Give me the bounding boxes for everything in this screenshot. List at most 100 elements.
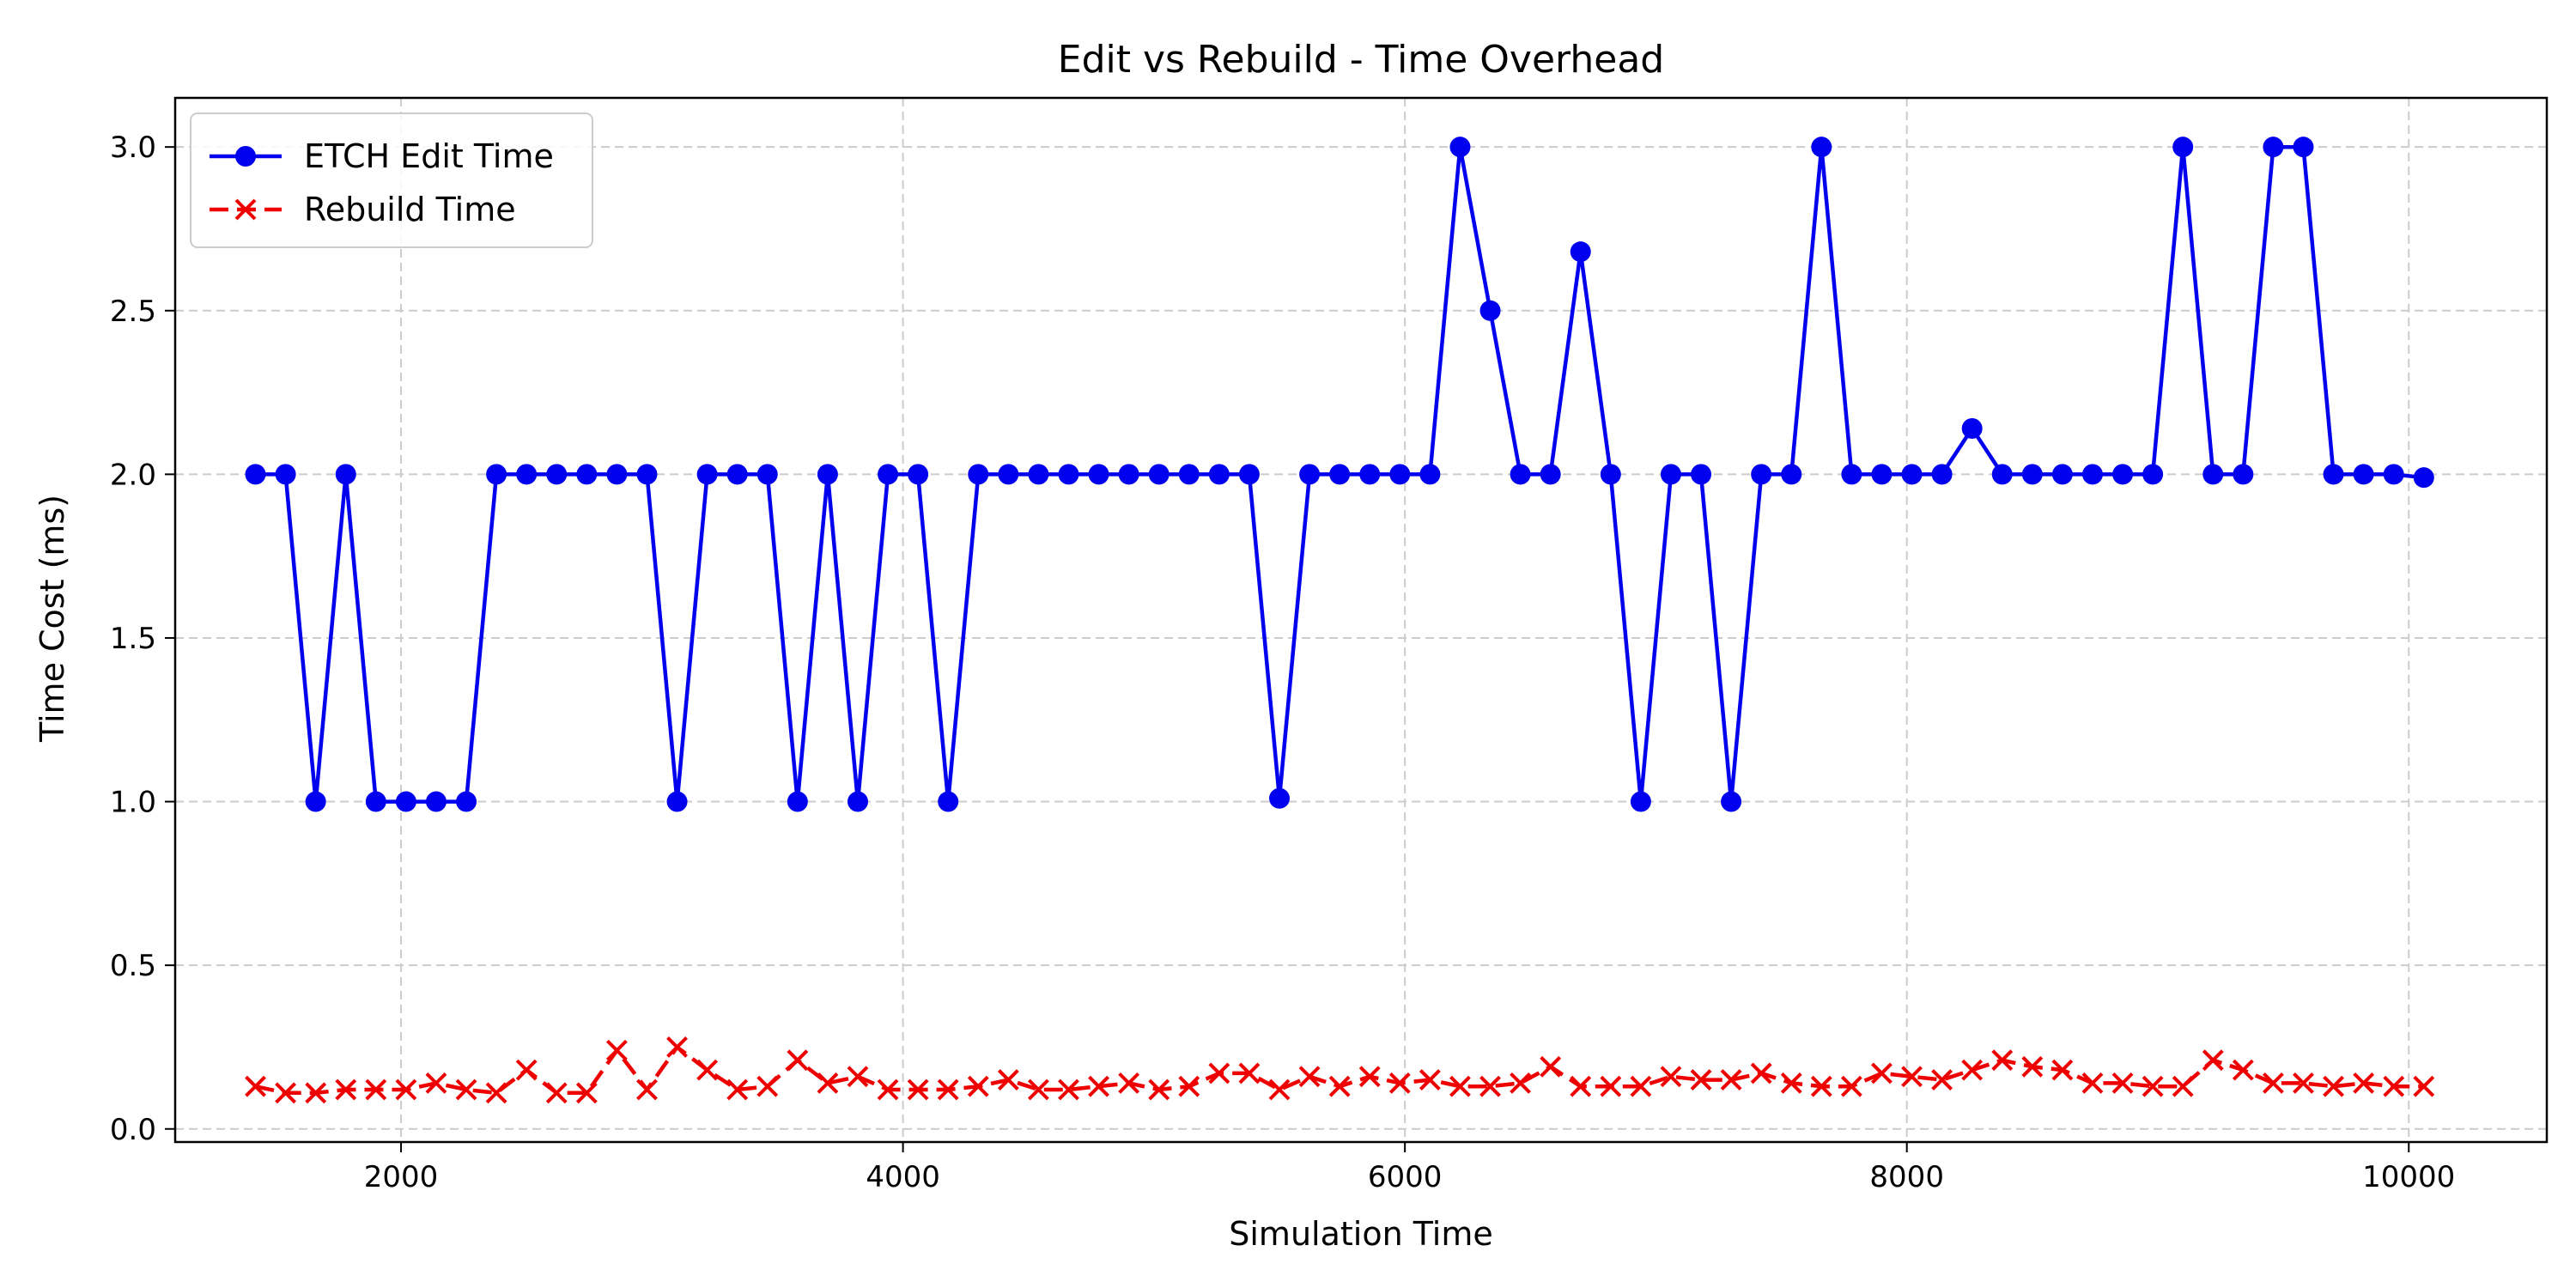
data-point <box>2172 1075 2194 1097</box>
legend-marker <box>235 146 256 167</box>
data-point <box>605 1039 628 1061</box>
data-point <box>1419 1069 1441 1091</box>
data-point <box>1961 1059 1984 1081</box>
data-point <box>1931 464 1953 485</box>
data-point <box>2383 464 2404 485</box>
x-tick-label: 10000 <box>2362 1160 2455 1194</box>
data-point <box>2263 1072 2284 1094</box>
data-point <box>1238 464 1260 485</box>
plot-frame <box>173 96 2549 1144</box>
data-point <box>968 464 989 485</box>
data-point <box>2383 1075 2405 1097</box>
data-point <box>335 1078 357 1101</box>
y-tick-label: 0.5 <box>110 949 156 983</box>
data-point <box>576 464 598 485</box>
legend-item: ETCH Edit Time <box>210 137 554 175</box>
data-point <box>575 1082 598 1104</box>
x-tick-label: 8000 <box>1869 1160 1944 1194</box>
legend-label: Rebuild Time <box>304 191 516 228</box>
series-etch-edit-time <box>245 137 2434 812</box>
data-point <box>1841 464 1862 485</box>
data-point <box>1449 1075 1471 1097</box>
data-point <box>1781 464 1802 485</box>
data-point <box>756 1075 779 1097</box>
data-point <box>1088 464 1109 485</box>
data-point <box>1691 464 1712 485</box>
data-point <box>726 1078 749 1101</box>
series-layer <box>245 137 2435 1104</box>
data-point <box>2081 464 2103 485</box>
y-tick-label: 1.0 <box>110 786 156 820</box>
data-point <box>998 464 1019 485</box>
data-point <box>1419 464 1441 485</box>
data-point <box>1148 464 1170 485</box>
x-axis-label: Simulation Time <box>1229 1215 1493 1253</box>
data-point <box>546 464 568 485</box>
data-point <box>2172 137 2194 158</box>
data-point <box>1299 464 1321 485</box>
data-point <box>1088 1075 1109 1097</box>
chart-title: Edit vs Rebuild - Time Overhead <box>1058 38 1664 82</box>
data-point <box>696 464 718 485</box>
data-point <box>2051 464 2073 485</box>
data-point <box>1811 137 1832 158</box>
data-point <box>455 1078 477 1101</box>
data-point <box>1269 787 1291 809</box>
legend-label: ETCH Edit Time <box>304 137 554 175</box>
x-tick-label: 2000 <box>364 1160 439 1194</box>
data-point <box>1329 464 1351 485</box>
data-point <box>1720 1069 1742 1091</box>
data-point <box>1178 464 1200 485</box>
data-point <box>666 1036 688 1058</box>
data-point <box>636 464 658 485</box>
y-tick-label: 1.5 <box>110 622 156 656</box>
data-point <box>1991 1049 2014 1072</box>
data-point <box>2142 464 2164 485</box>
data-point <box>425 791 447 812</box>
data-point <box>365 791 386 812</box>
data-point <box>817 1072 839 1094</box>
data-point <box>1721 791 1742 812</box>
data-point <box>1690 1069 1712 1091</box>
data-point <box>847 1066 869 1088</box>
data-point <box>2293 1072 2314 1094</box>
data-point <box>486 464 507 485</box>
data-point <box>2353 1072 2375 1094</box>
data-point <box>275 464 296 485</box>
data-point <box>515 1059 538 1081</box>
data-point <box>1871 1062 1893 1084</box>
data-point <box>606 464 628 485</box>
data-point <box>817 464 838 485</box>
data-point <box>1600 464 1621 485</box>
y-tick-label: 0.0 <box>110 1113 156 1147</box>
data-point <box>2202 464 2224 485</box>
data-point <box>335 464 356 485</box>
data-point <box>1268 1078 1291 1101</box>
data-point <box>1810 1075 1832 1097</box>
data-point <box>1660 1066 1682 1088</box>
legend-marker <box>234 198 257 221</box>
ticks: 2000 4000 6000 8000 10000 0.0 0.5 1.0 1.5 2.0 2.5 3… <box>110 131 2455 1194</box>
y-tick-label: 2.0 <box>110 458 156 492</box>
data-point <box>1118 1072 1140 1094</box>
data-point <box>305 791 326 812</box>
data-point <box>666 791 688 812</box>
y-tick-label: 2.5 <box>110 295 156 329</box>
data-point <box>1931 1069 1953 1091</box>
data-point <box>756 464 778 485</box>
data-point <box>847 791 868 812</box>
data-point <box>1570 1075 1592 1097</box>
data-point <box>1118 464 1139 485</box>
data-point <box>1208 1062 1230 1084</box>
data-point <box>787 1049 809 1072</box>
data-point <box>1388 1072 1411 1094</box>
data-point <box>2051 1059 2074 1081</box>
data-point <box>1389 464 1411 485</box>
data-point <box>2081 1072 2104 1094</box>
y-tick-label: 3.0 <box>110 131 156 165</box>
data-point <box>545 1082 568 1104</box>
data-point <box>1660 464 1681 485</box>
data-point <box>1358 1066 1381 1088</box>
data-point <box>1298 1066 1321 1088</box>
